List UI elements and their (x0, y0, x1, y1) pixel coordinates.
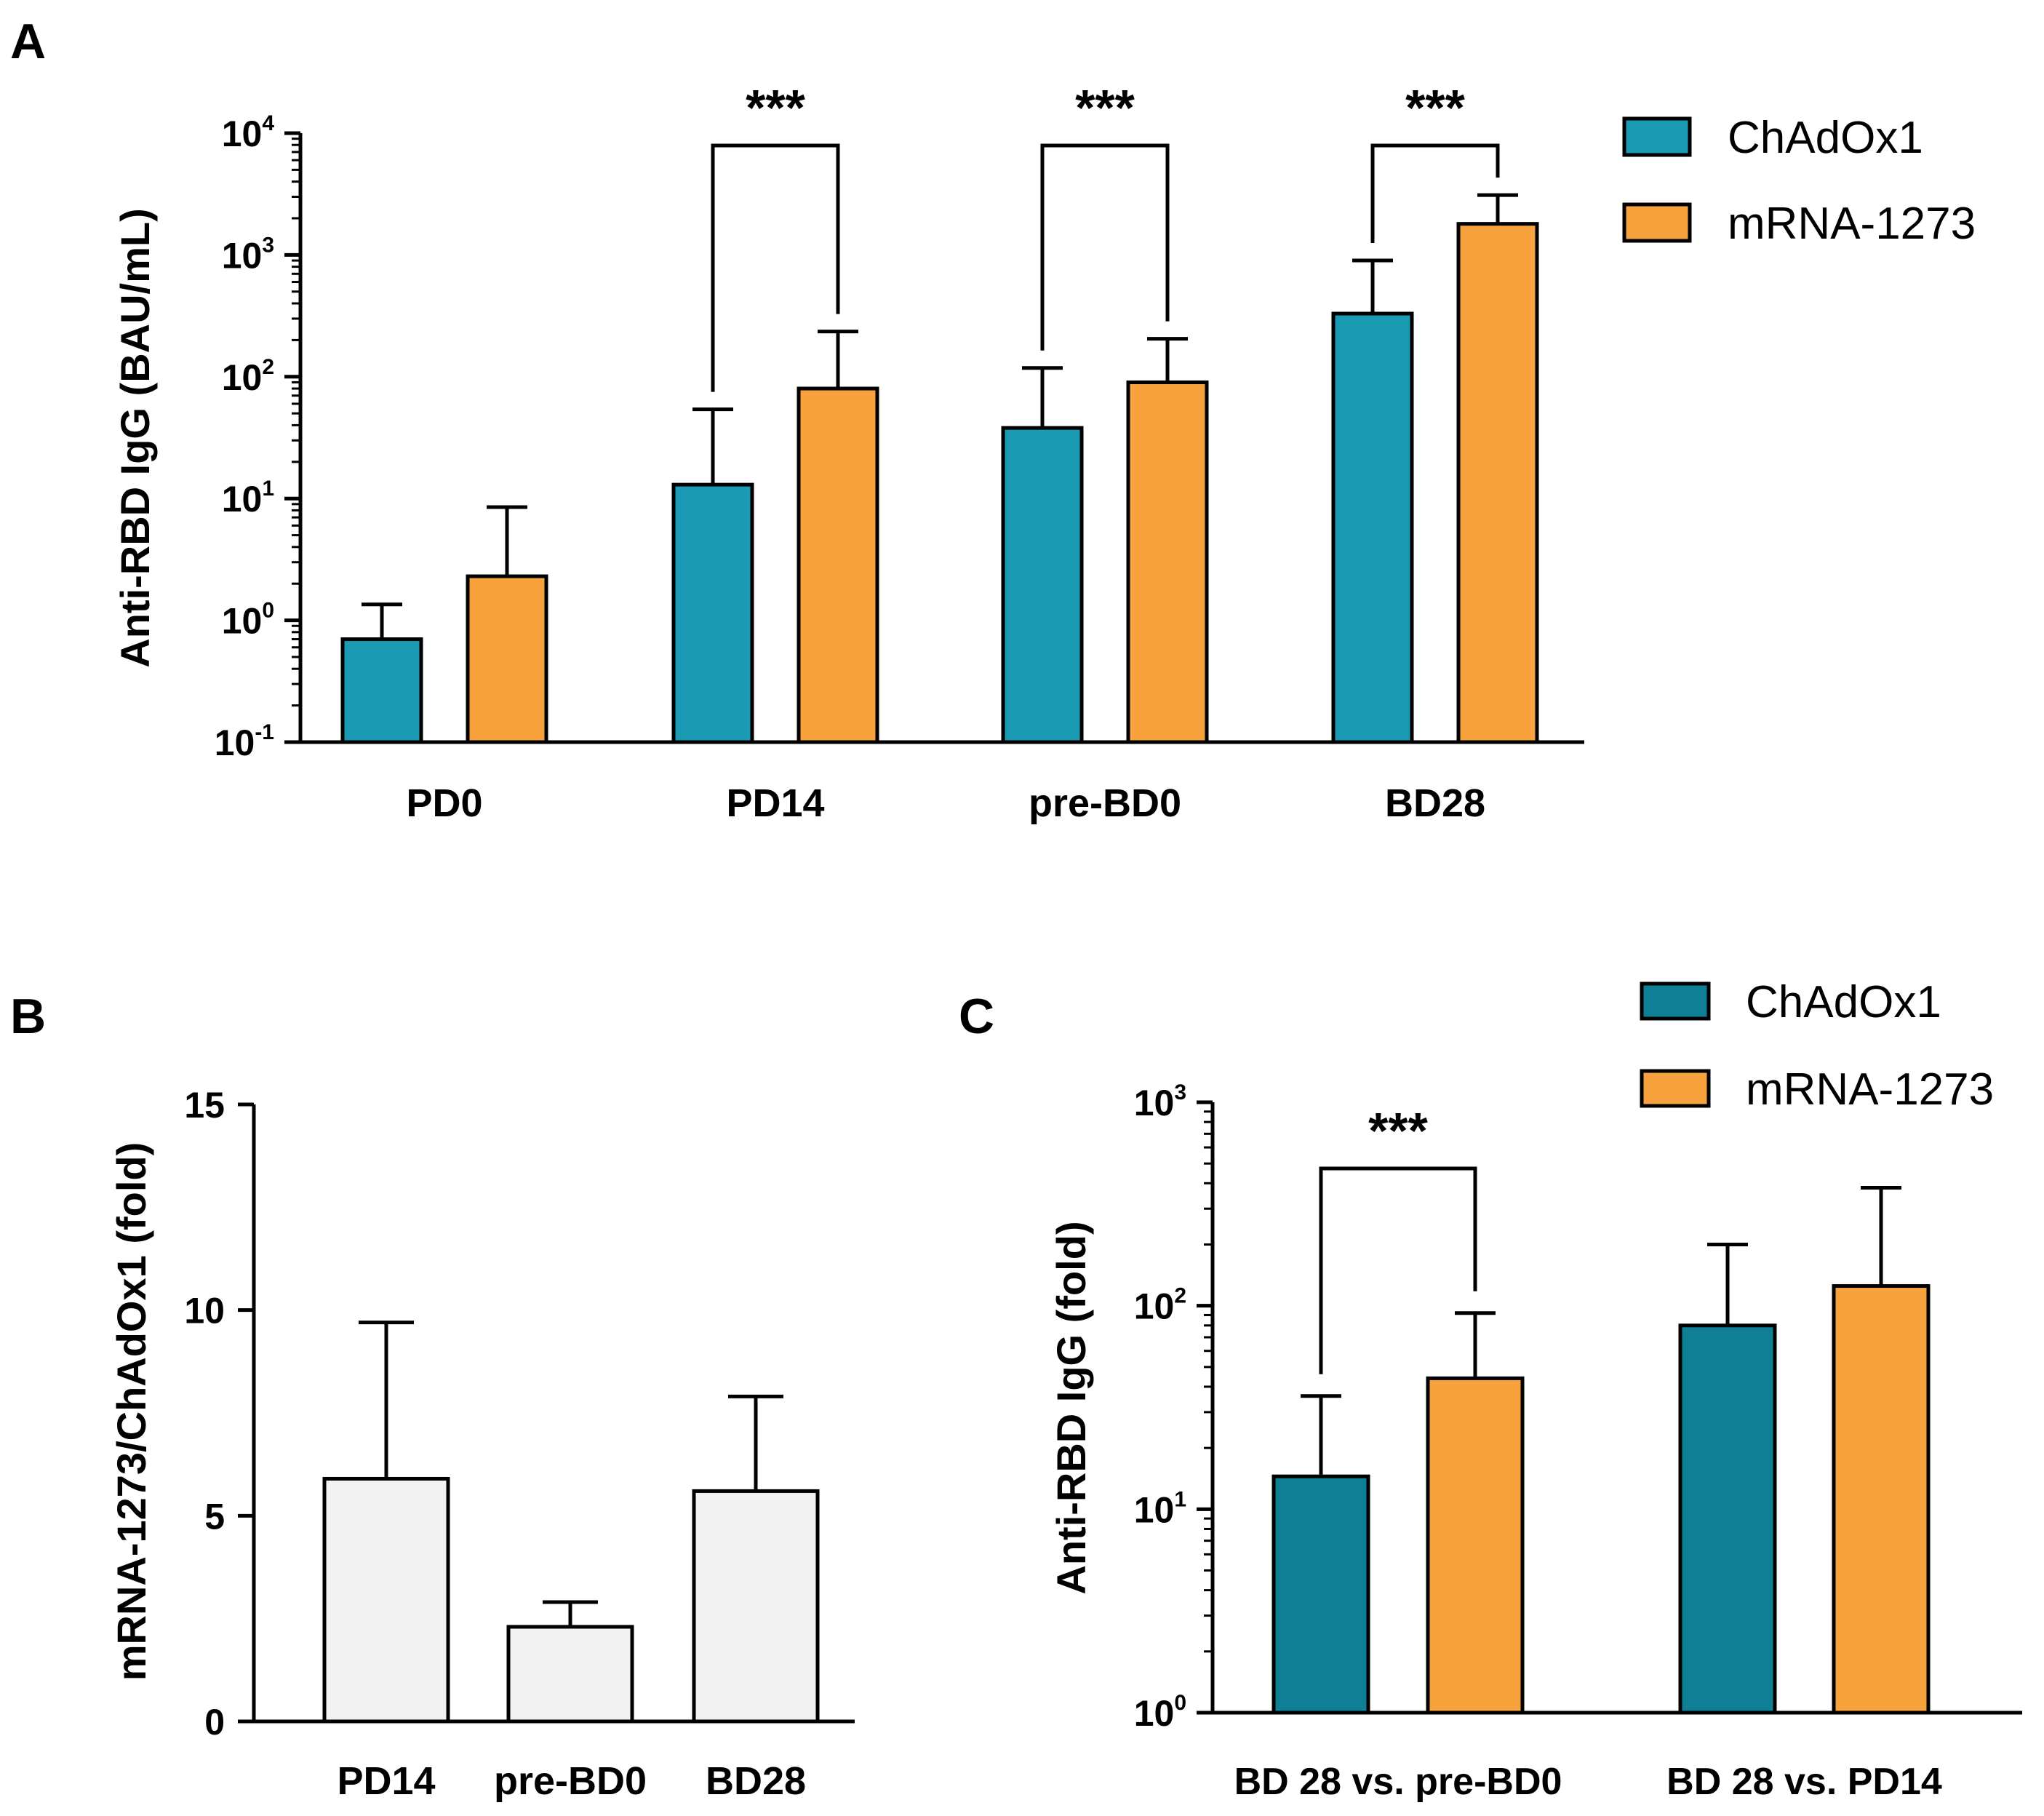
y-tick-label: 102 (1134, 1284, 1186, 1327)
legend-swatch (1640, 1069, 1711, 1108)
legend-label: mRNA-1273 (1746, 1064, 1994, 1115)
y-tick-base: 10 (222, 601, 263, 642)
x-tick-label: BD 28 vs. pre-BD0 (1234, 1761, 1562, 1803)
bar (340, 637, 423, 744)
y-tick-base: 10 (222, 357, 263, 398)
y-tick-exponent: -1 (255, 720, 274, 744)
bar (1426, 1376, 1525, 1715)
y-tick-base: 10 (1134, 1489, 1175, 1530)
y-tick-exponent: 1 (1174, 1487, 1186, 1511)
x-tick-label: PD14 (337, 1759, 435, 1803)
y-tick-base: 10 (222, 235, 263, 276)
bar (1678, 1323, 1777, 1715)
y-tick-label: 101 (1134, 1487, 1186, 1530)
bar (1832, 1284, 1931, 1715)
y-axis-label: Anti-RBD IgG (fold) (1048, 1221, 1094, 1594)
bar (797, 386, 879, 744)
y-tick-label: 100 (222, 599, 274, 642)
legend-label: mRNA-1273 (1728, 199, 1976, 249)
significance-label: *** (746, 79, 805, 136)
legend-swatch (1622, 116, 1692, 157)
x-tick-label: PD0 (406, 781, 482, 825)
panel-label-b: B (10, 989, 46, 1044)
y-axis-label: Anti-RBD IgG (BAU/mL) (112, 208, 158, 667)
bar (692, 1489, 820, 1724)
x-tick-label: pre-BD0 (494, 1759, 647, 1803)
y-tick-exponent: 2 (262, 355, 274, 379)
panel-label-c: C (959, 989, 994, 1044)
bar (1001, 426, 1084, 744)
y-tick-label: 15 (184, 1085, 225, 1126)
y-tick-label: 100 (1134, 1691, 1186, 1734)
y-tick-exponent: 3 (262, 233, 274, 257)
legend-label: ChAdOx1 (1746, 977, 1941, 1027)
y-tick-base: 10 (1134, 1286, 1175, 1327)
y-tick-base: 10 (215, 722, 255, 763)
y-tick-base: 10 (1134, 1693, 1175, 1734)
x-tick-label: BD 28 vs. PD14 (1666, 1761, 1942, 1803)
bar (1271, 1474, 1370, 1715)
y-tick-label: 5 (204, 1496, 225, 1537)
x-tick-label: BD28 (1385, 781, 1485, 825)
y-tick-label: 104 (222, 111, 275, 154)
panel-label-a: A (10, 14, 46, 69)
y-tick-base: 10 (222, 114, 263, 154)
y-tick-exponent: 2 (1174, 1284, 1186, 1308)
bar (1331, 311, 1414, 744)
legend-label: ChAdOx1 (1728, 113, 1923, 163)
y-tick-label: 10-1 (215, 720, 274, 763)
legend-swatch (1622, 202, 1692, 243)
significance-label: *** (1405, 79, 1465, 136)
chart-b: 0 5 10 15 PD14 pre-BD0 BD28 mRNA-1273/ChAdOx1 (… (108, 1085, 855, 1803)
y-tick-exponent: 0 (262, 599, 274, 623)
bar (506, 1625, 634, 1724)
y-tick-exponent: 3 (1174, 1080, 1186, 1104)
x-tick-label: BD28 (706, 1759, 806, 1803)
y-tick-label: 103 (222, 233, 274, 276)
y-tick-exponent: 4 (262, 111, 274, 135)
significance-bracket (1319, 1166, 1477, 1374)
bar (671, 482, 754, 744)
x-tick-label: pre-BD0 (1029, 781, 1181, 825)
significance-bracket (711, 143, 840, 392)
bar (466, 574, 548, 744)
y-axis-label: mRNA-1273/ChAdOx1 (fold) (108, 1142, 154, 1681)
bar (322, 1476, 450, 1724)
y-tick-exponent: 1 (262, 477, 274, 501)
significance-label: *** (1368, 1102, 1428, 1159)
y-tick-base: 10 (1134, 1083, 1175, 1123)
y-tick-label: 103 (1134, 1080, 1186, 1123)
bar (1126, 380, 1209, 744)
y-tick-base: 10 (222, 479, 263, 519)
y-tick-exponent: 0 (1174, 1691, 1186, 1715)
significance-bracket (1370, 143, 1500, 244)
bar (1456, 222, 1539, 744)
x-tick-label: PD14 (726, 781, 824, 825)
y-tick-label: 101 (222, 477, 274, 519)
y-tick-label: 0 (204, 1702, 225, 1743)
significance-bracket (1040, 143, 1170, 351)
significance-label: *** (1075, 79, 1135, 136)
y-tick-label: 102 (222, 355, 274, 398)
legend-swatch (1640, 981, 1711, 1021)
y-tick-label: 10 (184, 1291, 225, 1331)
